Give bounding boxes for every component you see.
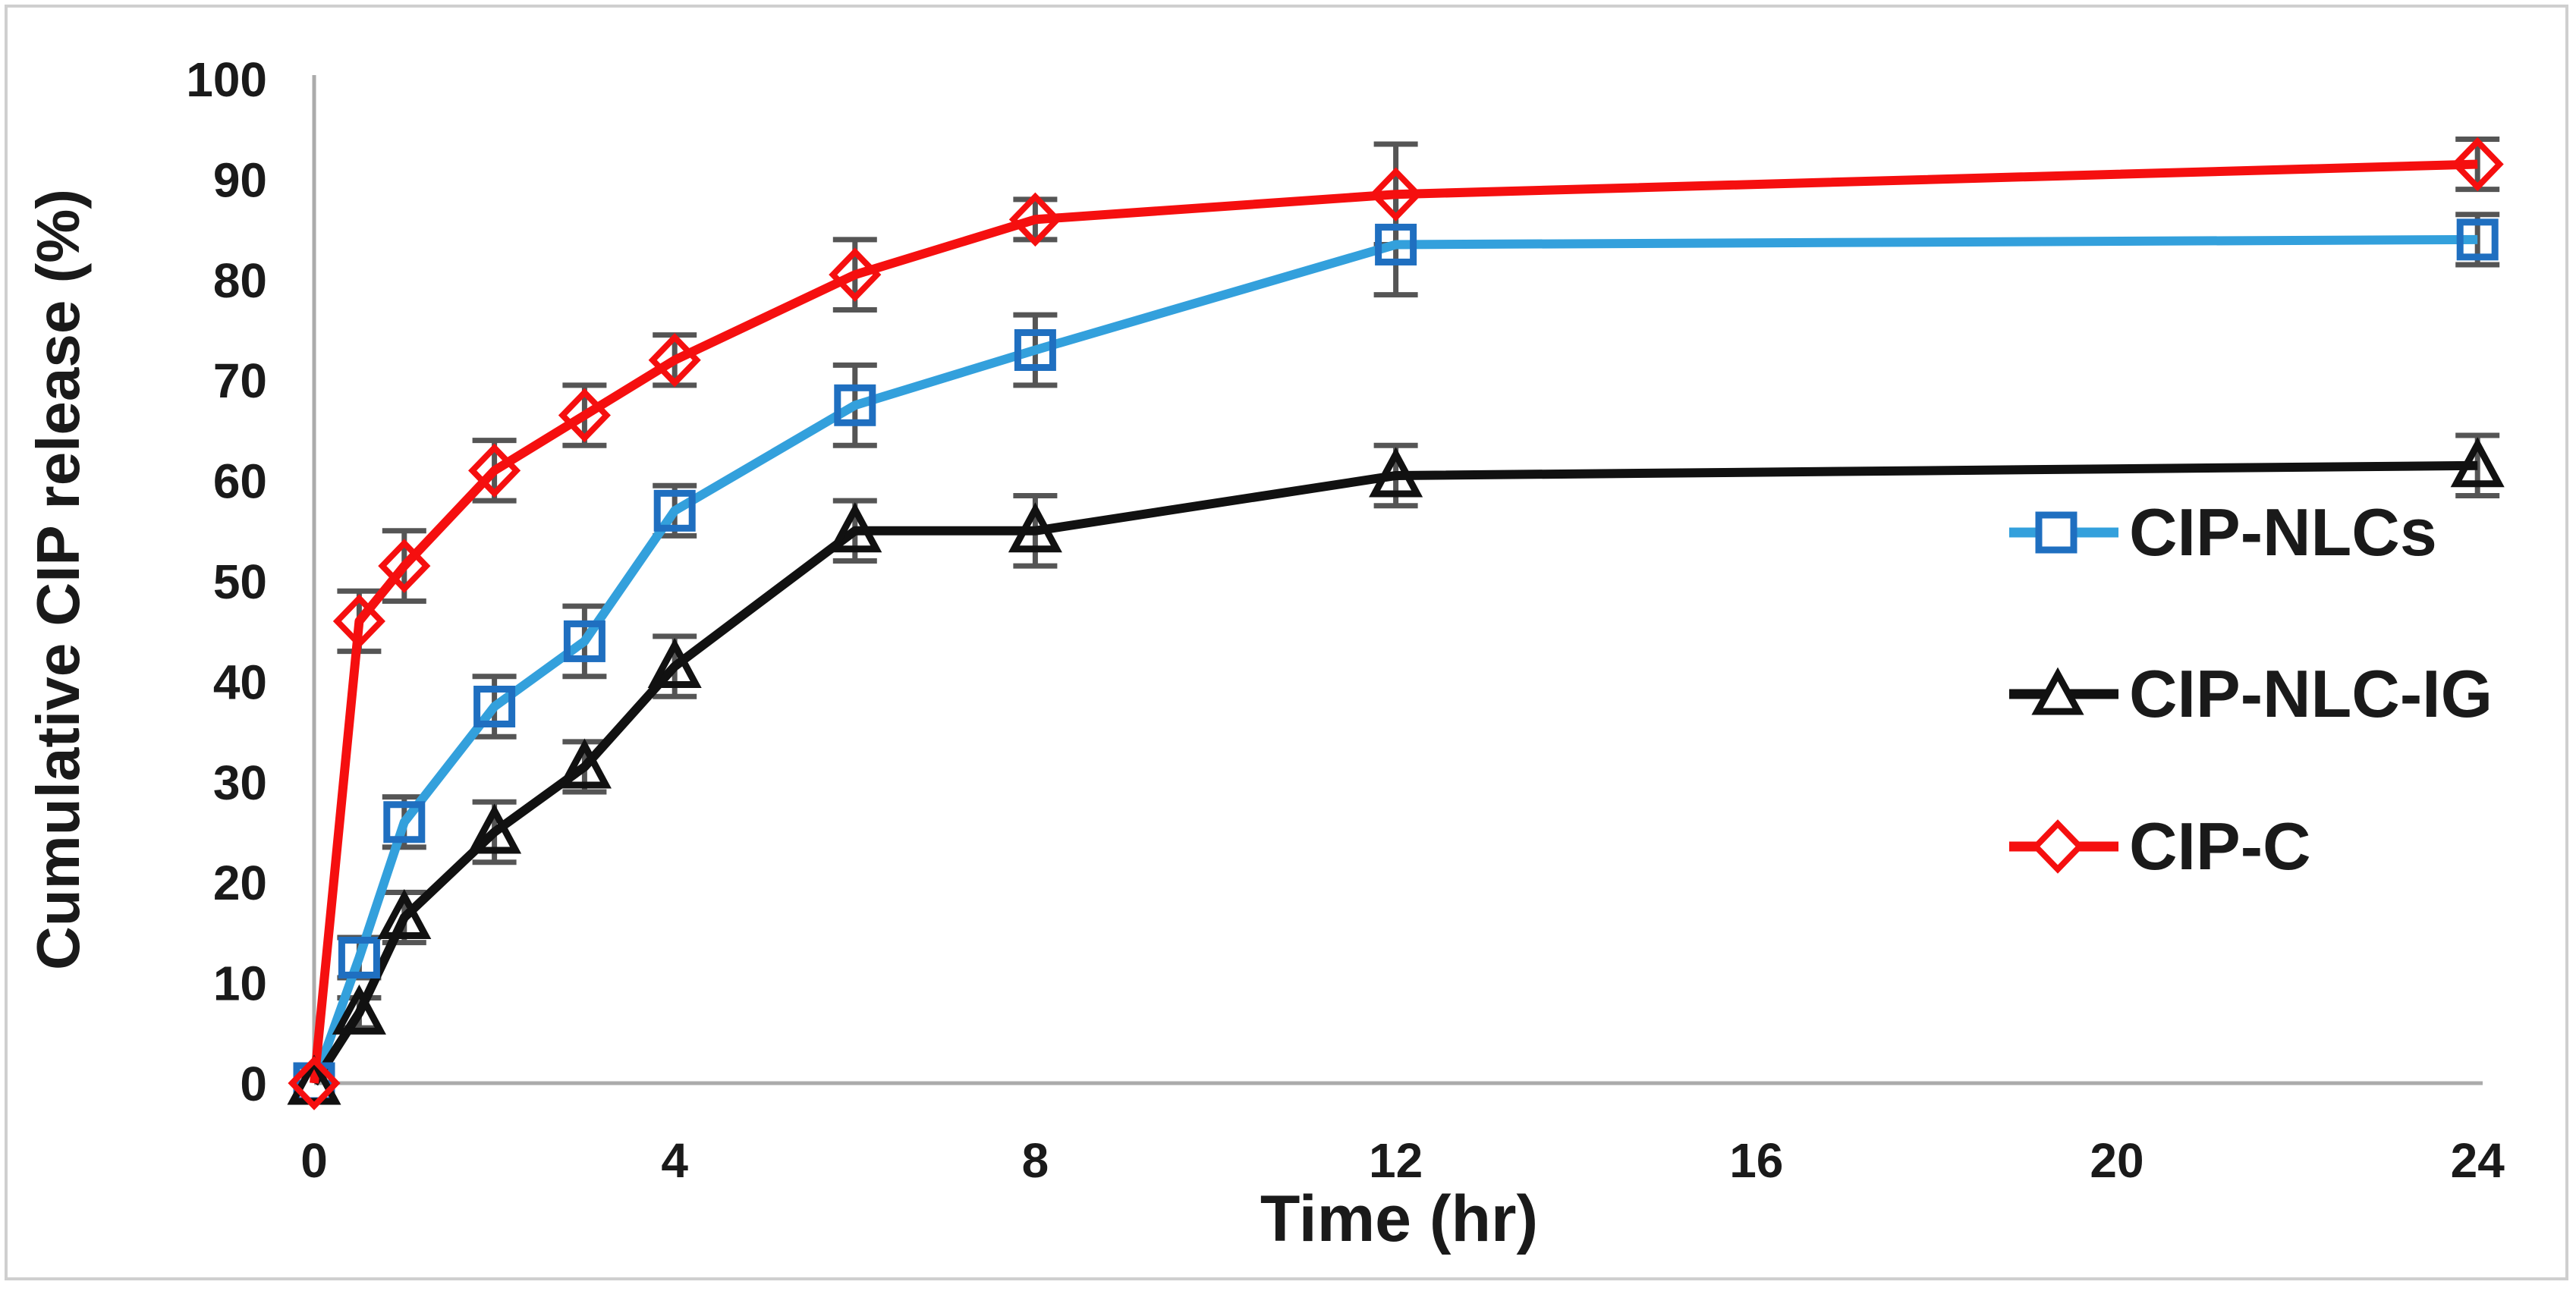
- diamond-marker: [1008, 192, 1062, 247]
- diamond-marker: [1370, 167, 1423, 222]
- square-marker: [1014, 328, 1056, 371]
- y-tick-label: 40: [213, 655, 267, 709]
- legend-entry-cip-nlc-ig: CIP-NLC-IG: [2009, 656, 2493, 731]
- y-tick-label: 70: [213, 353, 267, 408]
- diamond-marker-icon: [2031, 819, 2084, 874]
- release-chart-svg: 0 10 20 30 40 50 60 70 80 90 100 0 4 8 12 16 20 24 Cumula…: [24, 52, 2505, 1255]
- series-line-cip-nlcs: [310, 234, 2478, 1085]
- square-marker-icon: [2035, 511, 2077, 554]
- x-tick-label: 12: [1369, 1133, 1423, 1188]
- diamond-marker: [829, 247, 882, 302]
- y-tick-label: 100: [186, 52, 267, 107]
- legend-entry-cip-nlcs: CIP-NLCs: [2009, 495, 2437, 570]
- square-marker: [338, 937, 380, 978]
- square-marker: [383, 801, 426, 843]
- x-tick-label: 0: [300, 1133, 328, 1188]
- diamond-marker: [2451, 137, 2504, 192]
- square-marker: [473, 686, 516, 727]
- triangle-marker: [1369, 447, 1423, 498]
- square-marker: [834, 384, 876, 426]
- triangle-marker: [467, 803, 522, 854]
- triangle-marker: [557, 738, 612, 789]
- legend-label-cip-nlcs: CIP-NLCs: [2129, 495, 2437, 570]
- x-tick-label: 4: [661, 1133, 688, 1188]
- square-marker: [653, 489, 696, 532]
- diamond-marker: [558, 388, 611, 443]
- x-tick-label: 20: [2090, 1133, 2144, 1188]
- diamond-marker: [378, 539, 431, 593]
- axes: [312, 75, 2483, 1085]
- series-line-cip-c: [310, 159, 2478, 1084]
- triangle-marker-icon: [2031, 667, 2084, 715]
- square-marker: [2456, 218, 2499, 261]
- square-marker: [1375, 223, 1417, 265]
- y-tick-label: 50: [213, 554, 267, 609]
- x-axis-title: Time (hr): [1260, 1183, 1538, 1255]
- y-tick-label: 10: [213, 956, 267, 1011]
- triangle-marker: [828, 502, 882, 553]
- x-tick-label: 24: [2451, 1133, 2505, 1188]
- diamond-marker: [288, 1056, 341, 1110]
- triangle-marker: [287, 1054, 341, 1105]
- diamond-marker: [332, 594, 385, 649]
- triangle-marker: [647, 638, 702, 689]
- y-tick-label: 30: [213, 755, 267, 810]
- y-axis-title: Cumulative CIP release (%): [24, 189, 92, 970]
- triangle-marker: [2450, 437, 2505, 488]
- square-marker: [563, 620, 605, 662]
- legend-label-cip-nlc-ig: CIP-NLC-IG: [2129, 656, 2493, 731]
- y-tick-label: 0: [240, 1057, 267, 1111]
- series-line-cip-nlc-ig: [310, 460, 2478, 1086]
- triangle-marker: [332, 984, 386, 1035]
- legend-entry-cip-c: CIP-C: [2009, 809, 2311, 884]
- legend: CIP-NLCs CIP-NLC-IG CIP-C: [2009, 495, 2493, 884]
- diamond-marker: [468, 443, 521, 498]
- y-tick-label: 60: [213, 454, 267, 509]
- x-tick-label: 8: [1022, 1133, 1049, 1188]
- y-tick-label: 80: [213, 253, 267, 308]
- legend-label-cip-c: CIP-C: [2129, 809, 2311, 884]
- triangle-marker: [1008, 502, 1062, 553]
- y-tick-label: 20: [213, 856, 267, 910]
- y-tick-label: 90: [213, 152, 267, 207]
- x-tick-label: 16: [1729, 1133, 1783, 1188]
- diamond-marker: [648, 332, 701, 388]
- triangle-marker: [377, 889, 432, 940]
- plot-area: 0 10 20 30 40 50 60 70 80 90 100 0 4 8 12 16 20 24: [186, 52, 2505, 1188]
- figure-frame: 0 10 20 30 40 50 60 70 80 90 100 0 4 8 12 16 20 24 Cumula…: [5, 5, 2568, 1280]
